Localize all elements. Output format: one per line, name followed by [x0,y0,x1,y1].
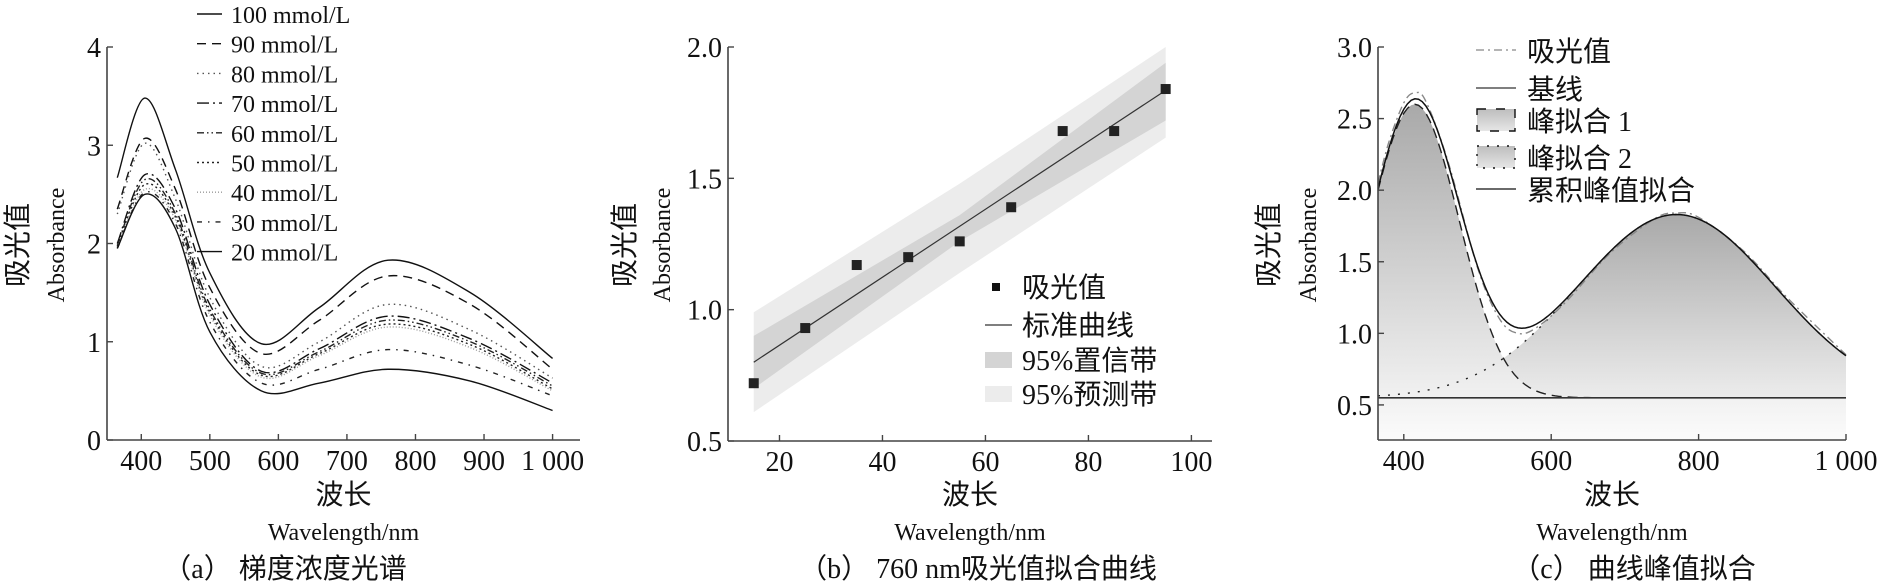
x-tick-label: 80 [1074,447,1102,478]
x-tick-label: 400 [1383,446,1425,477]
legend-label: 累积峰值拟合 [1527,175,1695,207]
y-axis-label-cn: 吸光值 [1253,203,1285,287]
spectrum-line [116,182,553,390]
x-axis-label-cn: 波长 [1584,479,1640,511]
x-tick-label: 1 000 [1815,446,1878,477]
y-tick-label: 1.0 [687,296,722,327]
x-axis-label: Wavelength/nm [1536,520,1688,546]
spectrum-line [116,142,553,379]
y-tick-label: 2.0 [1337,176,1372,207]
legend-label: 40 mmol/L [231,181,338,207]
legend-swatch-peak-1 [1476,108,1516,132]
x-axis-label-cn: 波长 [315,479,371,511]
x-tick-label: 20 [765,447,793,478]
legend-label: 吸光值 [1022,272,1106,304]
peak-fill-1 [1378,104,1846,439]
x-tick-label: 600 [257,446,299,477]
panel-b-axes [727,46,1212,442]
y-axis-label: Absorbance [1296,188,1322,303]
spectrum-line [116,97,554,359]
data-point [800,323,811,334]
legend-label: 60 mmol/L [231,122,338,148]
y-axis-label-cn: 吸光值 [609,203,641,287]
x-tick-label: 800 [394,446,436,477]
panel-c-axes [1377,46,1847,441]
y-tick-label: 0 [87,426,101,457]
legend-swatch-prediction [985,386,1012,402]
data-point [1109,126,1120,137]
x-tick-label: 100 [1170,447,1212,478]
y-tick-label: 0.5 [687,427,722,458]
legend-label: 90 mmol/L [231,33,338,59]
data-point [1006,202,1017,213]
data-point [954,236,965,247]
x-tick-label: 500 [189,446,231,477]
legend-label: 80 mmol/L [231,62,338,88]
legend-label: 峰拟合 2 [1527,143,1632,175]
y-tick-label: 0.5 [1337,391,1372,422]
fit-line [753,89,1166,363]
y-axis-label: Absorbance [650,188,676,303]
absorbance-line [1377,91,1847,356]
legend-label: 峰拟合 1 [1527,106,1632,138]
y-tick-label: 3.0 [1337,33,1372,64]
y-tick-label: 1 [87,328,101,359]
legend-label: 70 mmol/L [231,92,338,118]
x-tick-label: 60 [971,447,999,478]
legend-label: 95%置信带 [1022,345,1157,377]
panel-a-axes [106,46,580,441]
x-tick-label: 900 [463,446,505,477]
spectrum-line [116,137,554,370]
spectrum-line [116,191,553,397]
legend-label: 95%预测带 [1022,379,1157,411]
x-tick-label: 800 [1678,446,1720,477]
y-tick-label: 1.5 [1337,248,1372,279]
y-tick-label: 2.0 [687,33,722,64]
data-point [748,378,759,389]
legend-label: 100 mmol/L [231,3,350,29]
spectrum-line [116,178,553,387]
legend-label: 吸光值 [1527,36,1611,68]
legend-label: 20 mmol/L [231,241,338,267]
legend-swatch-peak-2 [1476,145,1516,169]
spectrum-line [116,193,553,412]
x-tick-label: 700 [326,446,368,477]
x-tick-label: 600 [1530,446,1572,477]
cumulative-fit-line [1377,98,1847,357]
data-point [1160,84,1171,95]
legend-label: 50 mmol/L [231,152,338,178]
y-tick-label: 1.5 [687,164,722,195]
y-axis-label: Absorbance [44,188,70,303]
legend-swatch-confidence [985,352,1012,368]
panel-caption: （b） 760 nm吸光值拟合曲线 [799,553,1157,585]
y-tick-label: 1.0 [1337,319,1372,350]
data-point [1057,126,1068,137]
data-point [851,260,862,271]
legend-label: 基线 [1527,74,1583,106]
x-tick-label: 40 [868,447,896,478]
x-axis-label: Wavelength/nm [268,520,420,546]
y-tick-label: 4 [87,33,101,64]
panel-caption: （a） 梯度浓度光谱 [163,553,406,585]
panel-caption: （c） 曲线峰值拟合 [1512,553,1755,585]
x-axis-label-cn: 波长 [942,479,998,511]
y-axis-label-cn: 吸光值 [2,203,34,287]
spectrum-line [116,187,553,392]
y-tick-label: 3 [87,131,101,162]
x-tick-label: 1 000 [521,446,584,477]
legend-swatch-points [992,283,1000,291]
y-tick-label: 2.5 [1337,105,1372,136]
data-point [903,252,914,263]
x-axis-label: Wavelength/nm [894,520,1046,546]
x-tick-label: 400 [120,446,162,477]
legend-label: 30 mmol/L [231,211,338,237]
legend-label: 标准曲线 [1022,310,1134,342]
y-tick-label: 2 [87,230,101,261]
spectrum-line [116,172,553,384]
